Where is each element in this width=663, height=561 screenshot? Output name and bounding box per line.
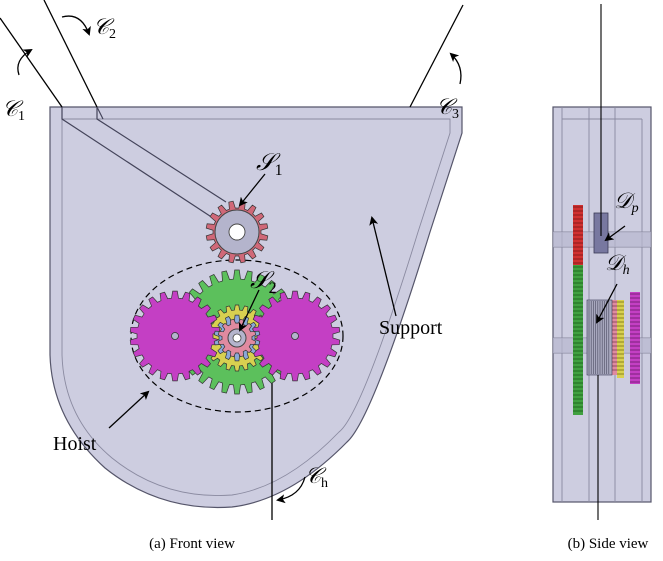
rotation-arrow-c3 xyxy=(451,54,461,84)
hoist-drum-body xyxy=(587,300,612,375)
shaft-1-bore xyxy=(229,224,245,240)
label-cable-h: 𝒞h xyxy=(305,463,328,491)
label-cable-1: 𝒞1 xyxy=(2,96,25,124)
red-gear-strip-teeth xyxy=(573,207,583,263)
hoist-drum-side xyxy=(587,300,612,375)
cable-1 xyxy=(0,18,62,107)
rotation-arrow-c2 xyxy=(62,16,89,34)
shaft-2-bore xyxy=(233,334,241,342)
side-view: 𝒟p 𝒟h (b) Side view xyxy=(553,4,651,552)
front-view: 𝒞1 𝒞2 𝒞3 𝒞h 𝒮1 𝒮2 Support Hoist (a) Fron… xyxy=(0,0,463,552)
right-gear-axle xyxy=(292,333,299,340)
label-cable-2: 𝒞2 xyxy=(93,14,116,42)
label-cable-3: 𝒞3 xyxy=(436,94,459,122)
left-gear-axle xyxy=(172,333,179,340)
cable-3 xyxy=(410,5,463,107)
caption-front-view: (a) Front view xyxy=(149,536,235,552)
label-support: Support xyxy=(379,317,443,339)
caption-side-view: (b) Side view xyxy=(568,536,649,552)
label-hoist: Hoist xyxy=(53,433,97,455)
